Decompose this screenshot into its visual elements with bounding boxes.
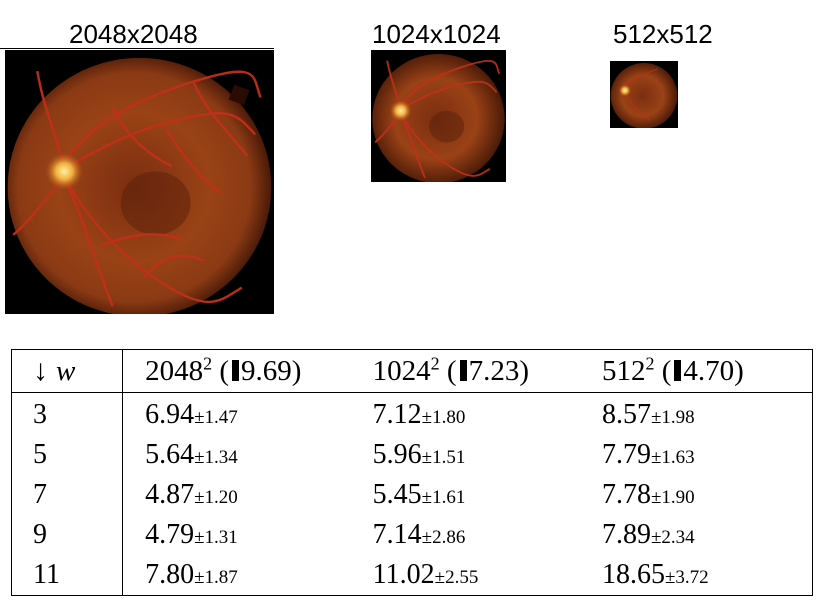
cell-mean: 5.45 (372, 479, 422, 510)
resolution-label-2048: 2048x2048 (69, 19, 198, 49)
cell-std: ±1.61 (421, 487, 466, 508)
cell-std: ±1.63 (650, 447, 695, 468)
table-cell: 7.78±1.90 (602, 475, 813, 515)
table-cell: 5.45±1.61 (373, 475, 602, 515)
cell-mean: 7.80 (145, 559, 195, 590)
cell-std: ±1.98 (650, 407, 695, 428)
cell-mean: 8.57 (601, 399, 651, 430)
table-cell: 7.12±1.80 (373, 393, 602, 436)
cell-std: ±1.31 (194, 527, 238, 548)
cell-std: ±1.51 (421, 447, 466, 468)
table-cell: 11.02±2.55 (373, 555, 602, 596)
table-cell: 6.94±1.47 (123, 393, 373, 436)
cell-std: ±1.34 (194, 447, 238, 468)
down-arrow-icon: ↓ (33, 354, 48, 387)
header-paren-close: ) (519, 354, 530, 387)
header-paren-close: ) (291, 354, 302, 387)
cell-mean: 4.87 (145, 479, 195, 510)
header-exponent: 2 (430, 352, 440, 373)
cell-mean: 7.14 (372, 519, 422, 550)
header-paren-open: ( (439, 354, 457, 387)
header-exponent: 2 (203, 352, 213, 373)
cell-std: ±1.80 (421, 407, 466, 428)
table-cell: 5.64±1.34 (123, 435, 373, 475)
cell-std: ±3.72 (664, 567, 709, 588)
table-body: 3 6.94±1.47 7.12±1.80 8.57±1.98 5 5.64±1.34 5.… (11, 392, 813, 596)
cell-mean: 5.64 (145, 439, 195, 470)
bar-glyph-icon (232, 359, 240, 381)
header-value: 9.69 (241, 354, 292, 387)
cell-std: ±1.90 (650, 487, 695, 508)
table-cell: 5.96±1.51 (373, 435, 602, 475)
cell-mean: 6.94 (145, 399, 195, 430)
header-1024: 10242 (7.23) (372, 349, 602, 393)
table-cell: 4.87±1.20 (123, 475, 373, 515)
cell-std: ±1.47 (194, 407, 238, 428)
header-w: ↓ w (11, 349, 124, 393)
row-w-value: 7 (11, 475, 124, 515)
header-paren-open: ( (212, 354, 230, 387)
cell-mean: 5.96 (372, 439, 422, 470)
table-cell: 8.57±1.98 (602, 393, 813, 436)
cell-mean: 18.65 (601, 559, 665, 590)
table-cell: 7.14±2.86 (373, 515, 602, 555)
table-row: 7 4.87±1.20 5.45±1.61 7.78±1.90 (11, 475, 813, 515)
cell-mean: 11.02 (372, 559, 435, 590)
header-exponent: 2 (645, 352, 655, 373)
header-paren-open: ( (654, 354, 672, 387)
cell-mean: 7.78 (601, 479, 651, 510)
resolution-label-512: 512x512 (613, 19, 713, 49)
header-base: 512 (601, 354, 646, 387)
cell-mean: 4.79 (145, 519, 195, 550)
table-row: 5 5.64±1.34 5.96±1.51 7.79±1.63 (11, 435, 813, 475)
w-variable: w (56, 355, 76, 387)
cell-std: ±1.87 (194, 567, 238, 588)
row-w-value: 5 (11, 435, 124, 475)
fundus-image-2048 (5, 50, 274, 314)
table-row: 9 4.79±1.31 7.14±2.86 7.89±2.34 (11, 515, 813, 555)
header-paren-close: ) (734, 354, 744, 387)
table-cell: 7.89±2.34 (602, 515, 813, 555)
resolution-label-1024: 1024x1024 (372, 19, 501, 49)
header-value: 4.70 (683, 354, 735, 387)
cell-std: ±1.20 (194, 487, 238, 508)
cell-mean: 7.12 (372, 399, 422, 430)
bar-glyph-icon (674, 359, 682, 381)
cell-mean: 7.89 (601, 519, 651, 550)
header-512: 5122 (4.70) (601, 349, 813, 393)
row-w-value: 3 (11, 392, 124, 435)
table-cell: 18.65±3.72 (602, 555, 813, 596)
results-table: ↓ w 20482 (9.69) 10242 (7.23) 5122 (4.70)… (11, 349, 813, 596)
header-base: 2048 (145, 354, 204, 387)
header-value: 7.23 (468, 354, 520, 387)
cell-std: ±2.34 (650, 527, 695, 548)
row-w-value: 9 (11, 515, 124, 555)
table-header-row: ↓ w 20482 (9.69) 10242 (7.23) 5122 (4.70) (11, 349, 813, 393)
cell-mean: 7.79 (601, 439, 651, 470)
table-row: 11 7.80±1.87 11.02±2.55 18.65±3.72 (11, 555, 813, 596)
cell-std: ±2.86 (421, 527, 466, 548)
cell-std: ±2.55 (434, 567, 479, 588)
table-cell: 4.79±1.31 (123, 515, 373, 555)
table-cell: 7.80±1.87 (123, 555, 373, 596)
header-2048: 20482 (9.69) (122, 349, 373, 393)
bar-glyph-icon (459, 359, 467, 381)
fundus-image-1024 (371, 50, 506, 182)
table-row: 3 6.94±1.47 7.12±1.80 8.57±1.98 (11, 392, 813, 436)
header-base: 1024 (372, 354, 431, 387)
caption-rule (0, 48, 274, 49)
row-w-value: 11 (11, 555, 124, 596)
fundus-image-512 (610, 61, 678, 128)
table-cell: 7.79±1.63 (602, 435, 813, 475)
